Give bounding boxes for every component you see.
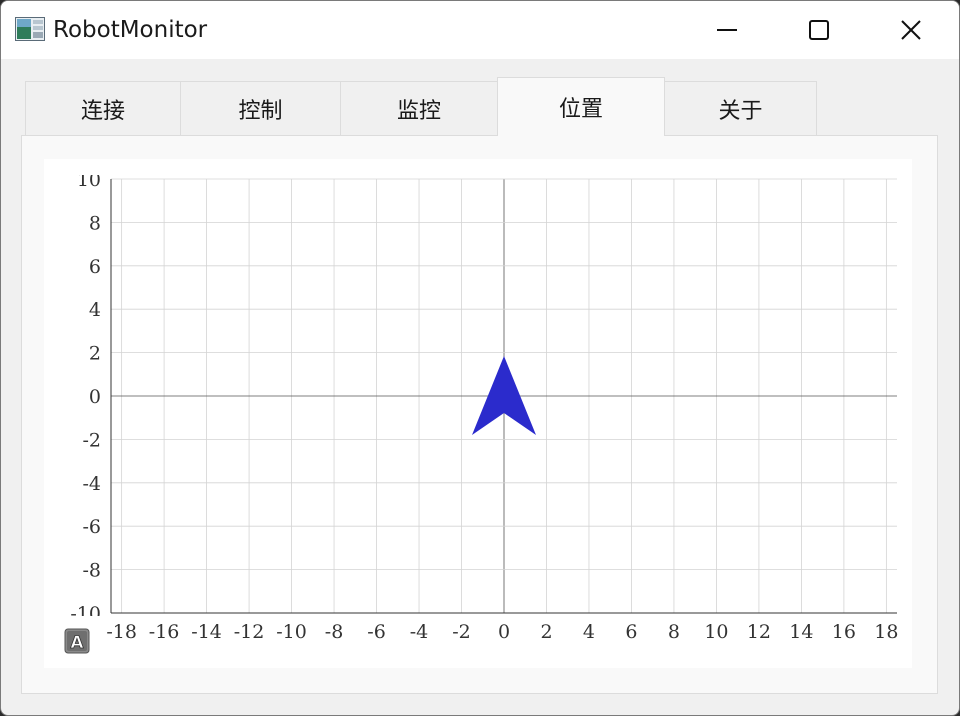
y-tick-label: -4 (82, 473, 101, 495)
tab-connect[interactable]: 连接 (25, 81, 181, 135)
right-crop-mask (898, 617, 912, 657)
bottom-left-crop-mask (44, 616, 103, 624)
x-tick-label: 10 (704, 621, 728, 643)
minimize-icon (717, 29, 737, 31)
y-tick-label: 2 (89, 343, 101, 365)
top-crop-mask (44, 159, 912, 175)
x-tick-label: -4 (410, 621, 429, 643)
x-tick-label: 8 (668, 621, 680, 643)
tab-monitor[interactable]: 监控 (340, 81, 498, 135)
x-tick-label: 2 (540, 621, 552, 643)
close-button[interactable] (865, 1, 957, 59)
x-tick-label: 16 (832, 621, 856, 643)
position-chart[interactable]: -10 -8 -6 -4 -2 0 2 4 6 8 10 -18 -16 -14 -12 -10 -8 -6 -4-… (44, 159, 912, 668)
x-tick-label: -2 (452, 621, 471, 643)
title-bar[interactable]: RobotMonitor (1, 1, 959, 59)
tab-about[interactable]: 关于 (664, 81, 817, 135)
x-tick-label: 0 (498, 621, 510, 643)
y-tick-label: 4 (89, 299, 101, 321)
maximize-icon (809, 20, 829, 40)
app-window-icon (15, 17, 45, 41)
minimize-button[interactable] (681, 1, 773, 59)
x-tick-label: -12 (234, 621, 265, 643)
y-tick-label: -6 (82, 516, 101, 538)
tab-control[interactable]: 控制 (180, 81, 341, 135)
x-tick-label: 12 (747, 621, 771, 643)
maximize-button[interactable] (773, 1, 865, 59)
tab-position[interactable]: 位置 (497, 77, 665, 136)
x-tick-label: 14 (789, 621, 813, 643)
x-tick-label: 6 (625, 621, 637, 643)
close-icon (901, 20, 921, 40)
x-tick-label: -18 (106, 621, 137, 643)
y-tick-label: 8 (89, 212, 101, 234)
x-tick-label: -16 (149, 621, 180, 643)
x-tick-label: -8 (325, 621, 344, 643)
x-tick-label: 4 (583, 621, 595, 643)
x-tick-label: 18 (874, 621, 898, 643)
tab-bar: 连接 控制 监控 位置 关于 (25, 77, 925, 136)
y-tick-label: -2 (82, 429, 101, 451)
window-title: RobotMonitor (53, 17, 208, 43)
y-tick-label: 0 (89, 386, 101, 408)
svg-text:A: A (70, 633, 84, 653)
x-tick-label: -10 (276, 621, 307, 643)
robot-marker (472, 356, 536, 435)
y-tick-label: -8 (82, 560, 101, 582)
x-tick-label: -14 (191, 621, 222, 643)
auto-scale-a-icon[interactable]: A (64, 628, 90, 654)
y-tick-label: 6 (89, 256, 101, 278)
x-tick-label: -6 (367, 621, 386, 643)
